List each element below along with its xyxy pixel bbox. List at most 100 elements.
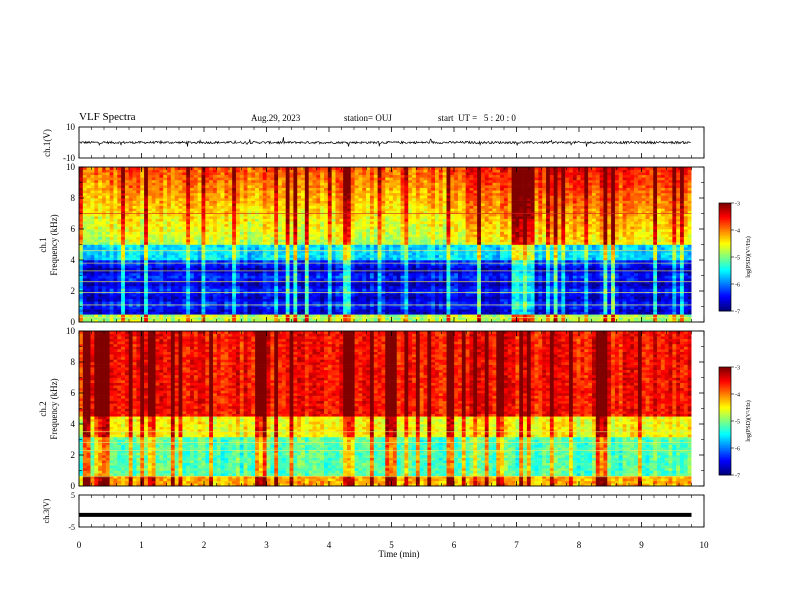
spectrogram-cell xyxy=(404,301,409,305)
spectrogram-cell xyxy=(262,254,267,258)
spectrogram-cell xyxy=(109,247,114,250)
spectrogram-cell xyxy=(289,241,294,245)
spectrogram-cell xyxy=(346,316,352,320)
spectrogram-cell xyxy=(492,311,497,315)
spectrogram-cell xyxy=(477,311,482,315)
spectrogram-cell xyxy=(565,298,570,302)
spectrogram-cell xyxy=(438,247,443,250)
spectrogram-cell xyxy=(392,296,398,300)
spectrogram-cell xyxy=(170,249,176,253)
spectrogram-cell xyxy=(151,301,156,305)
spectrogram-cell xyxy=(212,272,218,276)
spectrogram-cell xyxy=(687,262,692,266)
spectrogram-cell xyxy=(155,288,160,292)
spectrogram-cell xyxy=(664,260,669,263)
spectrogram-cell xyxy=(461,280,466,284)
spectrogram-cell xyxy=(293,301,298,305)
spectrogram-cell xyxy=(117,252,122,256)
spectrogram-cell xyxy=(228,309,233,312)
spectrogram-cell xyxy=(645,314,650,318)
spectrogram-cell xyxy=(358,283,363,287)
spectrogram-cell xyxy=(274,244,279,248)
spectrogram-cell xyxy=(274,260,279,263)
spectrogram-cell xyxy=(465,309,470,312)
spectrogram-cell xyxy=(243,303,248,307)
spectrogram-cell xyxy=(488,303,493,307)
spectrogram-cell xyxy=(369,306,375,310)
spectrogram-cell xyxy=(316,288,321,292)
spectrogram-cell xyxy=(304,316,309,320)
spectrogram-cell xyxy=(366,314,371,318)
spectrogram-cell xyxy=(281,319,287,323)
spectrogram-cell xyxy=(324,303,329,307)
spectrogram-cell xyxy=(515,280,520,284)
spectrogram-cell xyxy=(178,280,183,284)
spectrogram-cell xyxy=(561,257,566,261)
spectrogram-cell xyxy=(400,267,405,271)
spectrogram-cell xyxy=(599,278,604,281)
spectrogram-cell xyxy=(132,306,137,310)
spectrogram-cell xyxy=(170,280,176,284)
spectrogram-cell xyxy=(530,298,535,302)
spectrogram-cell xyxy=(331,257,336,261)
spectrogram-cell xyxy=(262,278,267,281)
spectrogram-cell xyxy=(626,309,631,312)
spectrogram-cell xyxy=(190,272,195,276)
spectrogram-cell xyxy=(672,262,677,266)
spectrogram-cell xyxy=(147,309,153,312)
spectrogram-cell xyxy=(354,265,359,269)
spectrogram-cell xyxy=(132,316,137,320)
spectrogram-cell xyxy=(251,301,256,305)
spectrogram-cell xyxy=(660,267,666,271)
spectrogram-cell xyxy=(205,298,210,302)
spectrogram-cell xyxy=(285,249,290,253)
spectrogram-cell xyxy=(151,303,156,307)
spectrogram-cell xyxy=(584,319,589,323)
spectrogram-cell xyxy=(515,278,520,281)
spectrogram-cell xyxy=(105,270,110,274)
spectrogram-cell xyxy=(216,254,221,258)
spectrogram-cell xyxy=(331,288,336,292)
spectrogram-cell xyxy=(389,283,394,287)
spectrogram-cell xyxy=(124,280,130,284)
spectrogram-cell xyxy=(473,296,478,300)
spectrogram-cell xyxy=(672,311,677,315)
spectrogram-cell xyxy=(672,288,677,292)
spectrogram-cell xyxy=(98,309,103,312)
spectrogram-cell xyxy=(576,293,581,297)
spectrogram-cell xyxy=(435,244,440,248)
spectrogram-cell xyxy=(530,254,535,258)
spectrogram-cell xyxy=(588,314,593,318)
spectrogram-cell xyxy=(117,280,122,284)
spectrogram-cell xyxy=(144,249,149,253)
spectrogram-cell xyxy=(362,241,367,245)
spectrogram-cell xyxy=(369,298,375,302)
spectrogram-cell xyxy=(561,306,566,310)
spectrogram-cell xyxy=(580,262,585,266)
spectrogram-cell xyxy=(140,303,145,307)
spectrogram-cell xyxy=(232,260,237,263)
spectrogram-cell xyxy=(117,244,122,248)
spectrogram-cell xyxy=(415,298,421,302)
spectrogram-cell xyxy=(255,270,260,274)
spectrogram-cell xyxy=(381,280,386,284)
spectrogram-cell xyxy=(163,252,168,256)
spectrogram-cell xyxy=(503,319,509,323)
spectrogram-cell xyxy=(304,283,309,287)
spectrogram-cell xyxy=(461,283,466,287)
spectrogram-cell xyxy=(446,280,451,284)
spectrogram-cell xyxy=(488,296,493,300)
spectrogram-cell xyxy=(316,270,321,274)
spectrogram-cell xyxy=(343,296,348,300)
spectrogram-cell xyxy=(419,288,424,292)
spectrogram-cell xyxy=(431,306,436,310)
spectrogram-cell xyxy=(159,301,164,305)
spectrogram-cell xyxy=(285,316,290,320)
spectrogram-cell xyxy=(672,244,677,248)
spectrogram-cell xyxy=(101,280,107,284)
spectrogram-cell xyxy=(680,265,685,269)
spectrogram-cell xyxy=(427,254,432,258)
spectrogram-cell xyxy=(637,262,643,266)
spectrogram-cell xyxy=(358,303,363,307)
spectrogram-cell xyxy=(331,306,336,310)
